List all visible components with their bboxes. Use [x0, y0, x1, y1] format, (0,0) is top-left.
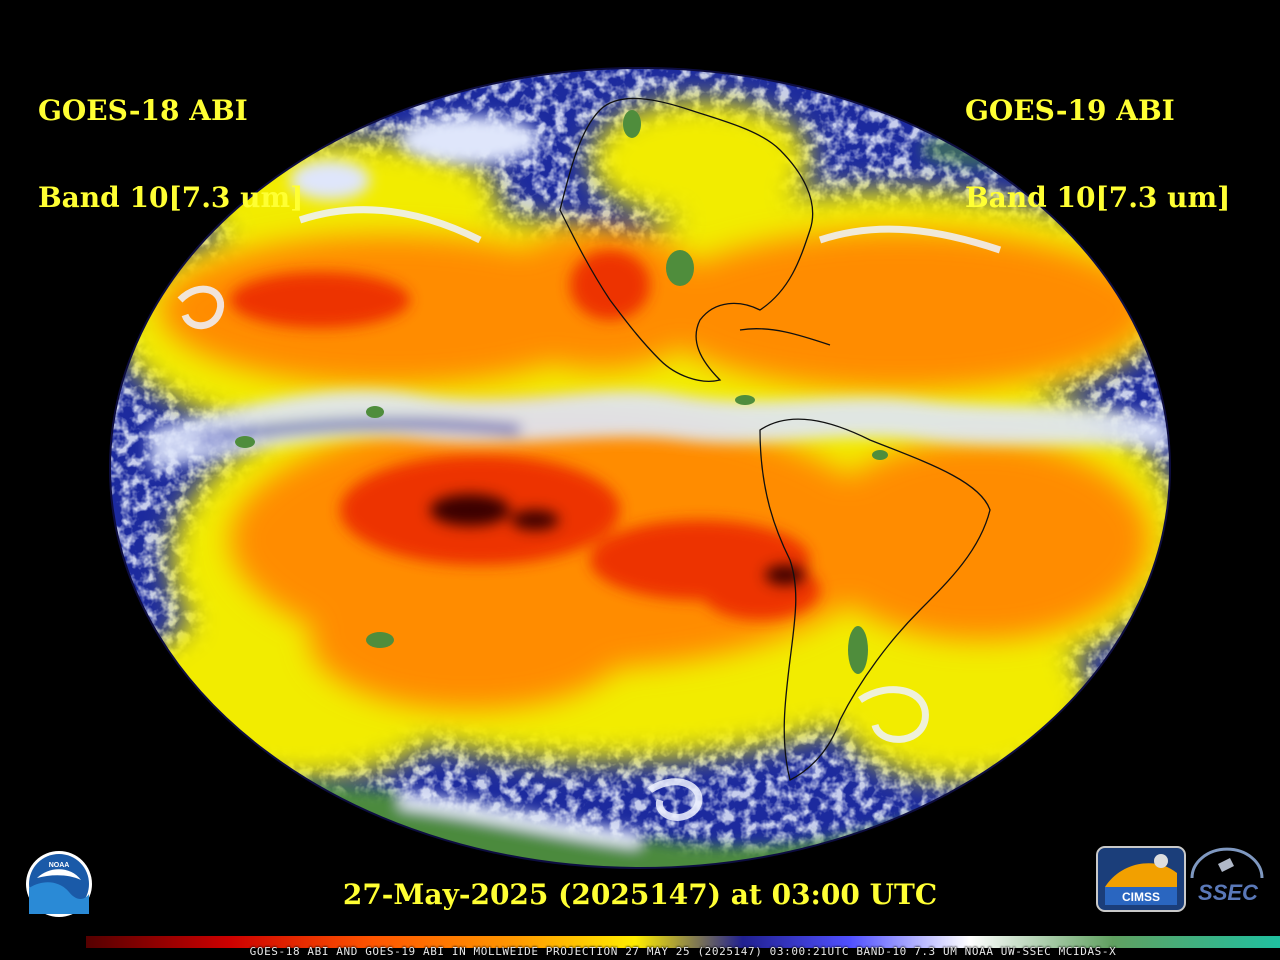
noaa-logo-text: NOAA [49, 862, 70, 869]
cold-cloud-tops [235, 110, 888, 674]
image-caption: GOES-18 ABI AND GOES-19 ABI IN MOLLWEIDE… [249, 945, 1117, 958]
right-band-label: Band 10[7.3 um] [965, 181, 1231, 214]
globe-outline [109, 67, 1171, 869]
south-america-coast [759, 418, 991, 781]
left-band-label: Band 10[7.3 um] [38, 181, 304, 214]
cimss-logo: CIMSS [1096, 846, 1186, 912]
ssec-logo: SSEC [1190, 847, 1264, 905]
globe-imagery [110, 68, 1170, 868]
north-america-coast [559, 97, 814, 382]
storm-swirls [177, 206, 1002, 821]
left-satellite-name: GOES-18 ABI [38, 94, 248, 127]
left-satellite-label: GOES-18 ABI Band 10[7.3 um] [38, 38, 303, 241]
ssec-logo-text: SSEC [1198, 880, 1259, 905]
noaa-logo: NOAA [26, 851, 92, 917]
color-scale-bar [86, 936, 1280, 948]
caribbean-coast [739, 328, 831, 346]
coastlines [559, 97, 991, 781]
right-satellite-name: GOES-19 ABI [965, 94, 1175, 127]
image-timestamp: 27-May-2025 (2025147) at 03:00 UTC [342, 878, 938, 911]
right-satellite-label: GOES-19 ABI Band 10[7.3 um] [965, 38, 1230, 241]
cimss-logo-text: CIMSS [1122, 890, 1160, 904]
tropical-cloud-band [150, 389, 1170, 470]
extreme-dry-spots [430, 494, 805, 585]
